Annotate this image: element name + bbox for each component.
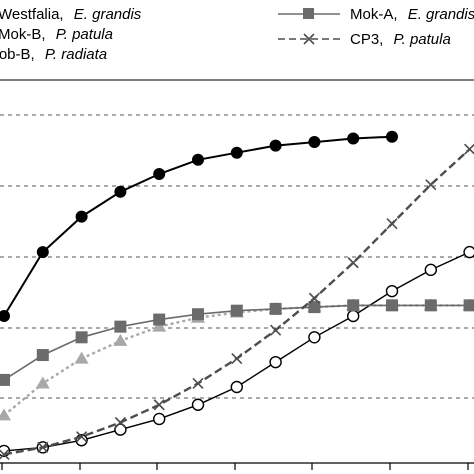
- series-1-point-8: [269, 139, 282, 152]
- legend-entry-3-site: Rob-B,: [0, 46, 35, 63]
- legend-entry-2: Mok-B, P. patula: [0, 26, 113, 43]
- legend-entry-4-species: E. grandis: [408, 6, 474, 23]
- series-2-point-1: [0, 408, 11, 421]
- series-4-point-12: [424, 299, 437, 312]
- svg-text:CP3, P. patula: CP3, P. patula: [350, 31, 451, 48]
- series-3: [0, 245, 474, 458]
- series-5-point-9: [308, 292, 320, 304]
- series-3-point-10: [347, 309, 360, 323]
- legend-entry-1-species: E. grandis: [74, 6, 142, 23]
- series-1-point-1: [0, 310, 10, 322]
- series-1: [0, 130, 398, 322]
- series-5-point-1: [0, 448, 10, 461]
- series-5-point-12: [425, 179, 437, 191]
- series-4-point-5: [153, 313, 166, 326]
- legend-entry-4: Mok-A, E. grandis: [278, 6, 474, 23]
- series-1-point-11: [386, 130, 398, 143]
- series-4-point-10: [347, 299, 360, 312]
- series-1-point-9: [308, 136, 321, 149]
- series-2-point-2: [35, 376, 50, 389]
- series-4-point-4: [114, 320, 127, 333]
- legend-entry-1: Westfalia, E. grandis: [0, 6, 142, 23]
- series-5-line: [3, 148, 471, 456]
- series-1-point-2: [36, 246, 49, 259]
- legend-entry-5-species: P. patula: [394, 31, 451, 48]
- series-1-point-4: [114, 185, 127, 198]
- series-1-point-10: [347, 132, 360, 145]
- series-5-point-13: [464, 143, 474, 155]
- svg-text:Westfalia, E. grandis: Westfalia, E. grandis: [0, 6, 142, 23]
- series-4-point-2: [36, 349, 49, 362]
- series-4-point-8: [269, 302, 282, 315]
- series-4-point-11: [386, 299, 398, 312]
- svg-text:Mok-A, E. grandis: Mok-A, E. grandis: [350, 6, 474, 23]
- gridlines: [0, 79, 474, 399]
- series-4-point-3: [75, 331, 88, 344]
- legend-entry-1-site: Westfalia,: [0, 6, 64, 23]
- series-3-point-13: [463, 245, 474, 259]
- legend-x-marker: [303, 33, 315, 45]
- series-5-point-2: [37, 441, 49, 453]
- legend-square-marker: [303, 8, 314, 19]
- axes: [0, 462, 474, 470]
- series-3-point-9: [308, 331, 321, 344]
- series-4-point-9: [308, 301, 321, 314]
- series-3-point-6: [191, 398, 205, 411]
- series-2-line: [3, 304, 470, 417]
- series-3-point-7: [230, 380, 244, 394]
- svg-text:Mok-B, P. patula: Mok-B, P. patula: [0, 26, 113, 43]
- series-3-point-5: [152, 412, 166, 426]
- series-5: [0, 143, 474, 461]
- legend-entry-3-species: P. radiata: [45, 46, 107, 63]
- series-4-point-13: [463, 299, 474, 312]
- legend: Westfalia, E. grandis Mok-B, P. patula R…: [0, 6, 474, 63]
- series-1-point-3: [75, 210, 88, 223]
- series-2-point-4: [113, 333, 128, 346]
- series-3-point-11: [385, 284, 399, 298]
- svg-text:Rob-B, P. radiata: Rob-B, P. radiata: [0, 46, 107, 63]
- series-2-point-3: [74, 351, 89, 364]
- series-4-point-1: [0, 373, 10, 386]
- series-4-point-7: [230, 304, 243, 317]
- legend-entry-3: Rob-B, P. radiata: [0, 46, 107, 63]
- legend-entry-5-site: CP3,: [350, 31, 383, 48]
- series-5-point-8: [270, 324, 282, 336]
- series-5-point-7: [231, 353, 243, 365]
- series-4-point-6: [192, 308, 204, 321]
- legend-entry-2-site: Mok-B,: [0, 26, 46, 43]
- series-1-point-6: [192, 153, 204, 166]
- series-5-point-3: [76, 431, 88, 443]
- series-4: [0, 299, 474, 386]
- series-5-point-4: [114, 416, 126, 429]
- legend-entry-4-site: Mok-A,: [350, 6, 398, 23]
- series-5-point-5: [153, 399, 165, 411]
- series-1-point-7: [230, 146, 243, 159]
- series-3-point-12: [424, 263, 437, 277]
- series-5-point-11: [386, 218, 398, 230]
- legend-entry-5: CP3, P. patula: [278, 31, 451, 48]
- series-5-point-6: [192, 377, 204, 390]
- series-1-point-5: [153, 168, 166, 180]
- series-2-point-5: [152, 319, 167, 332]
- series-lines: [0, 130, 474, 461]
- series-3-point-8: [269, 355, 282, 369]
- series-3-point-4: [114, 423, 127, 436]
- legend-entry-2-species: P. patula: [56, 26, 113, 43]
- series-3-line: [3, 251, 470, 452]
- series-5-point-10: [347, 257, 359, 269]
